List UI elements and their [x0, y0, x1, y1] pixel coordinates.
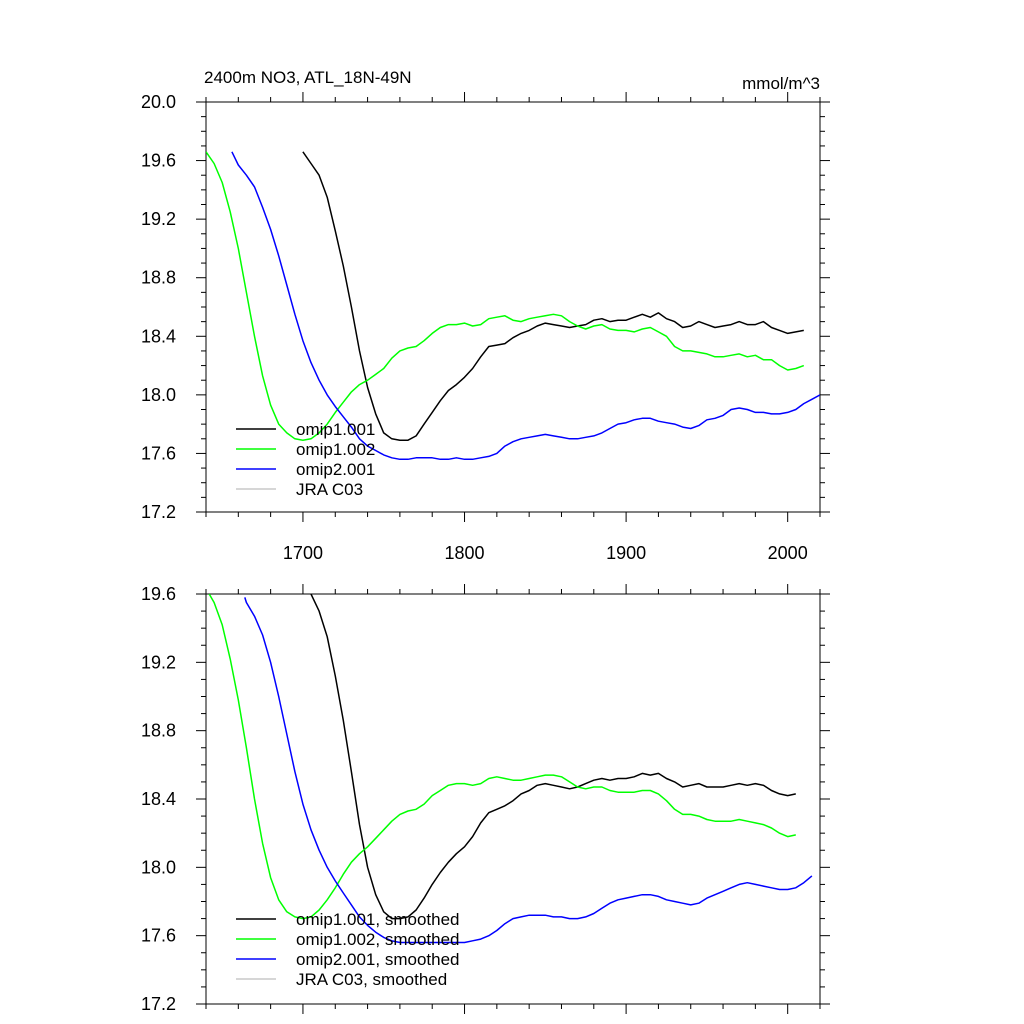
legend-label: omip1.001, smoothed: [296, 910, 460, 929]
y-tick-label: 19.2: [141, 209, 176, 229]
y-tick-label: 18.4: [141, 789, 176, 809]
y-tick-label: 18.0: [141, 385, 176, 405]
series-line-omip2-001-smoothed: [244, 597, 813, 944]
y-tick-label: 19.6: [141, 584, 176, 604]
top-panel: 17.2 17.6 18.0 18.4 18.8 19.2 19.6 20.0 1700 1800…: [141, 68, 830, 563]
legend-label: omip2.001: [296, 460, 375, 479]
x-tick-label: 1900: [606, 543, 646, 563]
y-tick-label: 18.8: [141, 721, 176, 741]
bottom-panel: 17.2 17.6 18.0 18.4 18.8 19.2 19.6 omip1.001, s…: [141, 584, 830, 1014]
y-tick-label: 18.0: [141, 857, 176, 877]
y-tick-label: 19.6: [141, 151, 176, 171]
legend-label: omip1.002: [296, 440, 375, 459]
y-tick-label: 18.4: [141, 326, 176, 346]
units-label: mmol/m^3: [742, 74, 820, 93]
x-tick-label: 1700: [283, 543, 323, 563]
series-line-omip1-001: [302, 151, 804, 441]
legend-label: omip1.001: [296, 420, 375, 439]
legend-label: JRA C03, smoothed: [296, 970, 447, 989]
y-tick-label: 18.8: [141, 268, 176, 288]
y-tick-label: 19.2: [141, 652, 176, 672]
series-line-omip1-002-smoothed: [208, 594, 796, 920]
legend-label: omip1.002, smoothed: [296, 930, 460, 949]
y-tick-label: 17.6: [141, 926, 176, 946]
y-tick-label: 17.2: [141, 994, 176, 1014]
legend-label: omip2.001, smoothed: [296, 950, 460, 969]
series-line-omip1-002: [206, 151, 805, 441]
series-line-omip2-001: [231, 151, 820, 461]
y-tick-label: 20.0: [141, 92, 176, 112]
legend-label: JRA C03: [296, 480, 363, 499]
chart-title: 2400m NO3, ATL_18N-49N: [204, 68, 412, 87]
x-tick-label: 1800: [445, 543, 485, 563]
y-tick-label: 17.2: [141, 502, 176, 522]
x-tick-label: 2000: [768, 543, 808, 563]
y-tick-label: 17.6: [141, 443, 176, 463]
series-line-omip1-001-smoothed: [310, 594, 796, 920]
